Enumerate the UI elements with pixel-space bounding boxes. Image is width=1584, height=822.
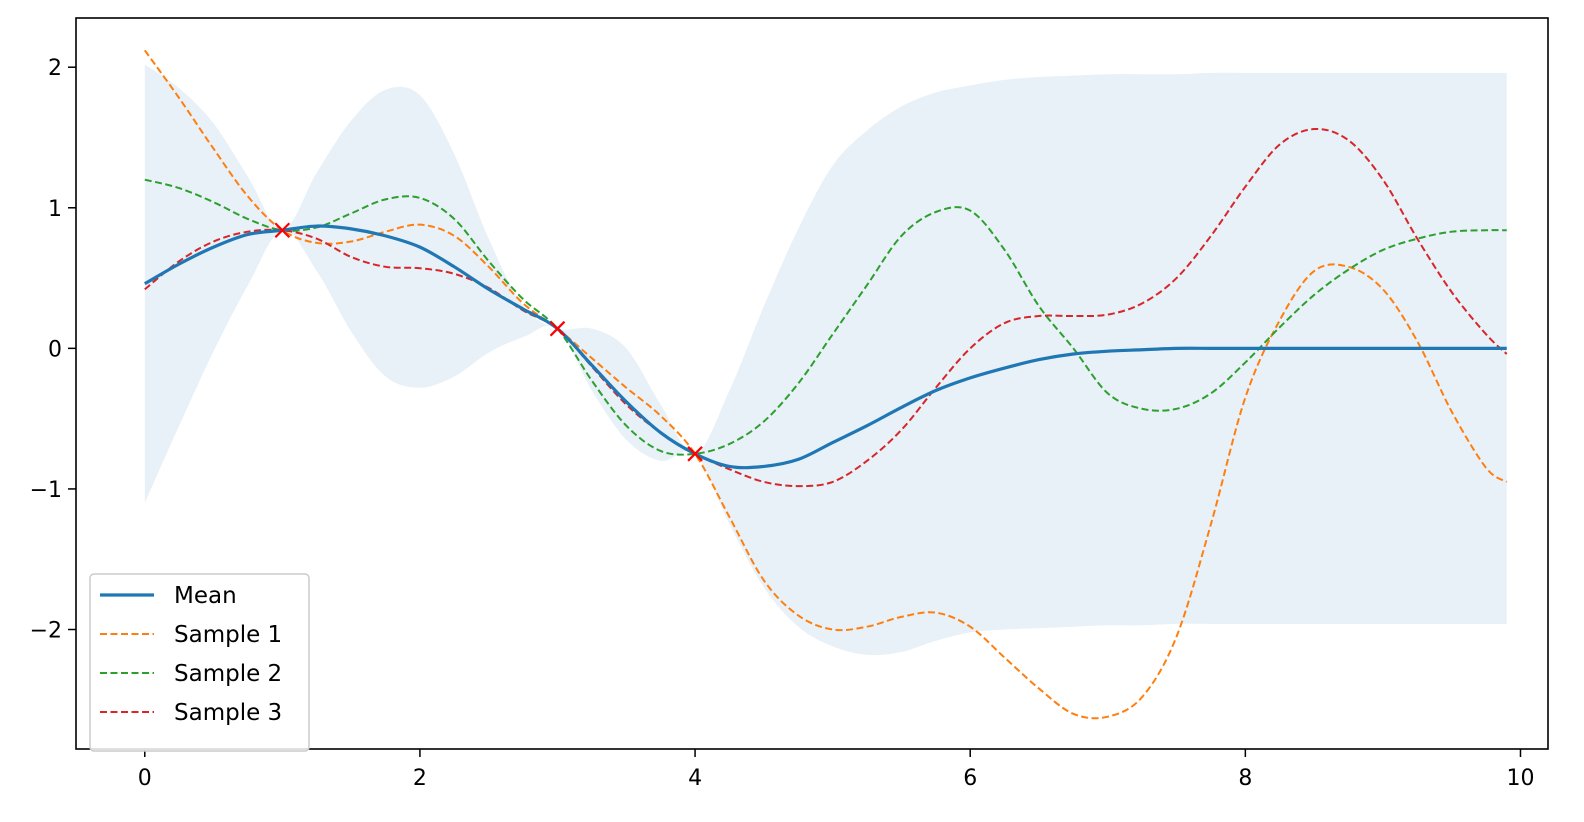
legend-label-sample-2: Sample 2 <box>174 661 282 687</box>
x-tick-label: 2 <box>413 766 427 791</box>
observation-layer <box>274 222 703 462</box>
y-tick-label: 1 <box>48 197 62 222</box>
x-tick-label: 0 <box>138 766 152 791</box>
series-line-sample-3 <box>144 127 1508 488</box>
series-line-sample-2 <box>144 178 1507 456</box>
legend-label-sample-1: Sample 1 <box>174 622 282 648</box>
x-tick-label: 8 <box>1238 766 1252 791</box>
x-tick-label: 6 <box>963 766 977 791</box>
y-tick-label: −1 <box>30 478 62 503</box>
series-line-mean <box>143 224 1507 470</box>
y-tick-label: 2 <box>48 56 62 81</box>
confidence-band <box>144 64 1507 656</box>
plot-frame <box>75 17 1549 750</box>
x-tick-label: 4 <box>688 766 702 791</box>
observation-marker <box>687 446 703 462</box>
legend-box <box>89 573 310 752</box>
series-line-sample-1 <box>143 49 1508 720</box>
x-axis-ticks: 0 2 4 6 8 10 <box>138 749 1534 791</box>
series-layer <box>143 49 1508 720</box>
confidence-band-layer <box>144 64 1507 656</box>
y-tick-label: 0 <box>48 337 62 362</box>
y-axis-ticks: −2 −1 0 1 2 <box>30 56 76 644</box>
legend: Mean Sample 1 Sample 2 Sample 3 <box>89 573 310 752</box>
observation-marker <box>274 222 291 239</box>
legend-label-mean: Mean <box>174 583 237 609</box>
x-tick-label: 10 <box>1506 766 1534 791</box>
observation-marker <box>549 320 566 337</box>
legend-label-sample-3: Sample 3 <box>174 700 282 726</box>
y-tick-label: −2 <box>30 619 62 644</box>
